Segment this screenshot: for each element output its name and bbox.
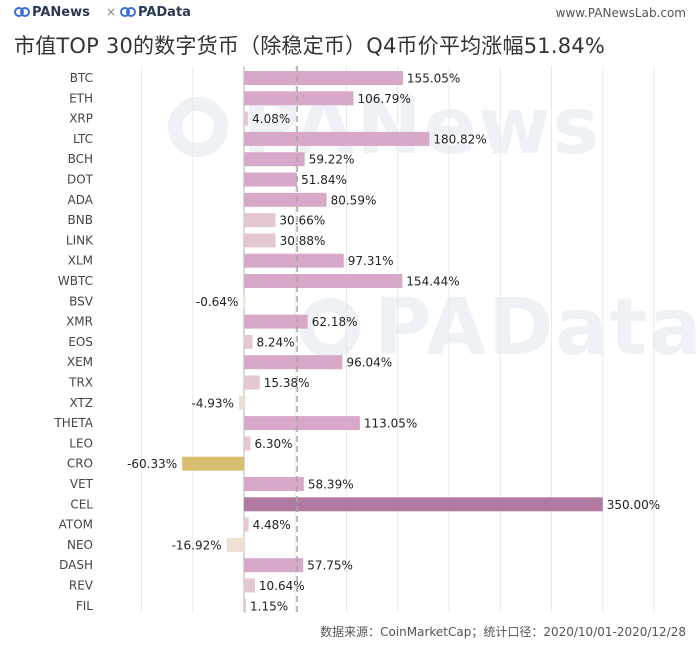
- category-label: LEO: [69, 436, 93, 450]
- category-label: BCH: [68, 152, 93, 166]
- padata-logo-icon: [120, 7, 136, 17]
- bar[interactable]: [244, 71, 403, 85]
- value-label: 180.82%: [433, 132, 486, 146]
- value-label: 30.66%: [279, 214, 325, 228]
- bar[interactable]: [244, 192, 327, 207]
- value-label: -16.92%: [172, 538, 222, 552]
- value-label: 30.88%: [280, 234, 326, 248]
- bar[interactable]: [244, 152, 305, 167]
- bar[interactable]: [244, 334, 253, 349]
- bar[interactable]: [244, 213, 276, 228]
- value-label: 113.05%: [364, 417, 417, 431]
- chart-title: 市值TOP 30的数字货币（除稳定币）Q4币价平均涨幅51.84%: [14, 34, 605, 58]
- bar[interactable]: [244, 497, 603, 512]
- value-label: -60.33%: [127, 457, 177, 471]
- category-label: FIL: [76, 599, 93, 613]
- value-label: 58.39%: [308, 478, 354, 492]
- category-label: ATOM: [59, 518, 93, 532]
- category-label: XTZ: [69, 396, 93, 410]
- bar[interactable]: [244, 416, 360, 431]
- category-label: LTC: [73, 132, 93, 146]
- category-label: BSV: [69, 294, 94, 308]
- value-label: 106.79%: [357, 92, 410, 106]
- bar[interactable]: [244, 558, 304, 573]
- bar[interactable]: [244, 274, 403, 288]
- bar[interactable]: [182, 456, 244, 471]
- category-label: WBTC: [58, 274, 93, 288]
- category-label: XLM: [68, 254, 93, 268]
- category-label: XMR: [66, 315, 93, 329]
- value-label: 1.15%: [250, 599, 288, 613]
- category-label: CRO: [67, 457, 93, 471]
- value-label: 62.18%: [312, 315, 358, 329]
- bar[interactable]: [244, 477, 304, 491]
- site-url[interactable]: www.PANewsLab.com: [555, 6, 686, 20]
- bar[interactable]: [244, 578, 255, 593]
- category-label: BNB: [68, 213, 93, 227]
- panews-logo: PANews: [14, 5, 90, 20]
- value-label: 15.38%: [264, 376, 310, 390]
- category-label: ETH: [69, 91, 93, 105]
- bar[interactable]: [244, 91, 354, 106]
- value-label: -4.93%: [191, 396, 233, 410]
- value-label: 80.59%: [331, 193, 377, 207]
- bar[interactable]: [244, 172, 298, 187]
- category-label: VET: [70, 477, 94, 491]
- source-note: 数据来源：CoinMarketCap；统计口径：2020/10/01-2020/…: [320, 625, 686, 639]
- category-label: XEM: [67, 355, 93, 369]
- value-label: -0.64%: [196, 295, 238, 309]
- value-label: 10.64%: [259, 579, 305, 593]
- bar[interactable]: [238, 395, 244, 410]
- category-label: LINK: [66, 233, 94, 247]
- value-label: 155.05%: [407, 72, 460, 86]
- bar[interactable]: [244, 233, 276, 248]
- value-label: 59.22%: [309, 153, 355, 167]
- panews-logo-icon: [14, 7, 30, 17]
- value-label: 97.31%: [348, 254, 394, 268]
- category-label: BTC: [70, 71, 93, 85]
- category-label: ADA: [68, 193, 94, 207]
- category-label: XRP: [69, 112, 93, 126]
- bar[interactable]: [244, 517, 249, 532]
- bar[interactable]: [244, 375, 260, 390]
- bar[interactable]: [244, 355, 343, 370]
- value-label: 51.84%: [301, 173, 347, 187]
- value-label: 6.30%: [254, 437, 292, 451]
- value-label: 57.75%: [307, 559, 353, 573]
- category-label: THETA: [53, 416, 93, 430]
- bar[interactable]: [243, 294, 246, 309]
- logo-separator: ×: [106, 5, 117, 19]
- bar[interactable]: [244, 436, 251, 451]
- value-label: 154.44%: [406, 275, 459, 289]
- bar[interactable]: [244, 253, 344, 268]
- value-label: 8.24%: [256, 335, 294, 349]
- category-label: EOS: [68, 335, 93, 349]
- bar[interactable]: [244, 598, 246, 613]
- bar[interactable]: [244, 111, 249, 126]
- padata-watermark: PAData: [300, 283, 700, 373]
- category-label: REV: [69, 579, 94, 593]
- bar[interactable]: [244, 131, 430, 146]
- value-label: 4.48%: [253, 518, 291, 532]
- category-label: DOT: [67, 173, 94, 187]
- padata-logo: PAData: [120, 5, 191, 20]
- value-label: 4.08%: [252, 112, 290, 126]
- category-label: NEO: [67, 538, 93, 552]
- category-label: CEL: [70, 497, 93, 511]
- bar[interactable]: [226, 537, 244, 552]
- header-bar: PANews × PAData www.PANewsLab.com: [0, 0, 700, 26]
- value-label: 350.00%: [607, 498, 660, 512]
- bar[interactable]: [244, 314, 308, 329]
- value-label: 96.04%: [346, 356, 392, 370]
- category-label: DASH: [59, 558, 93, 572]
- category-label: TRX: [68, 376, 93, 390]
